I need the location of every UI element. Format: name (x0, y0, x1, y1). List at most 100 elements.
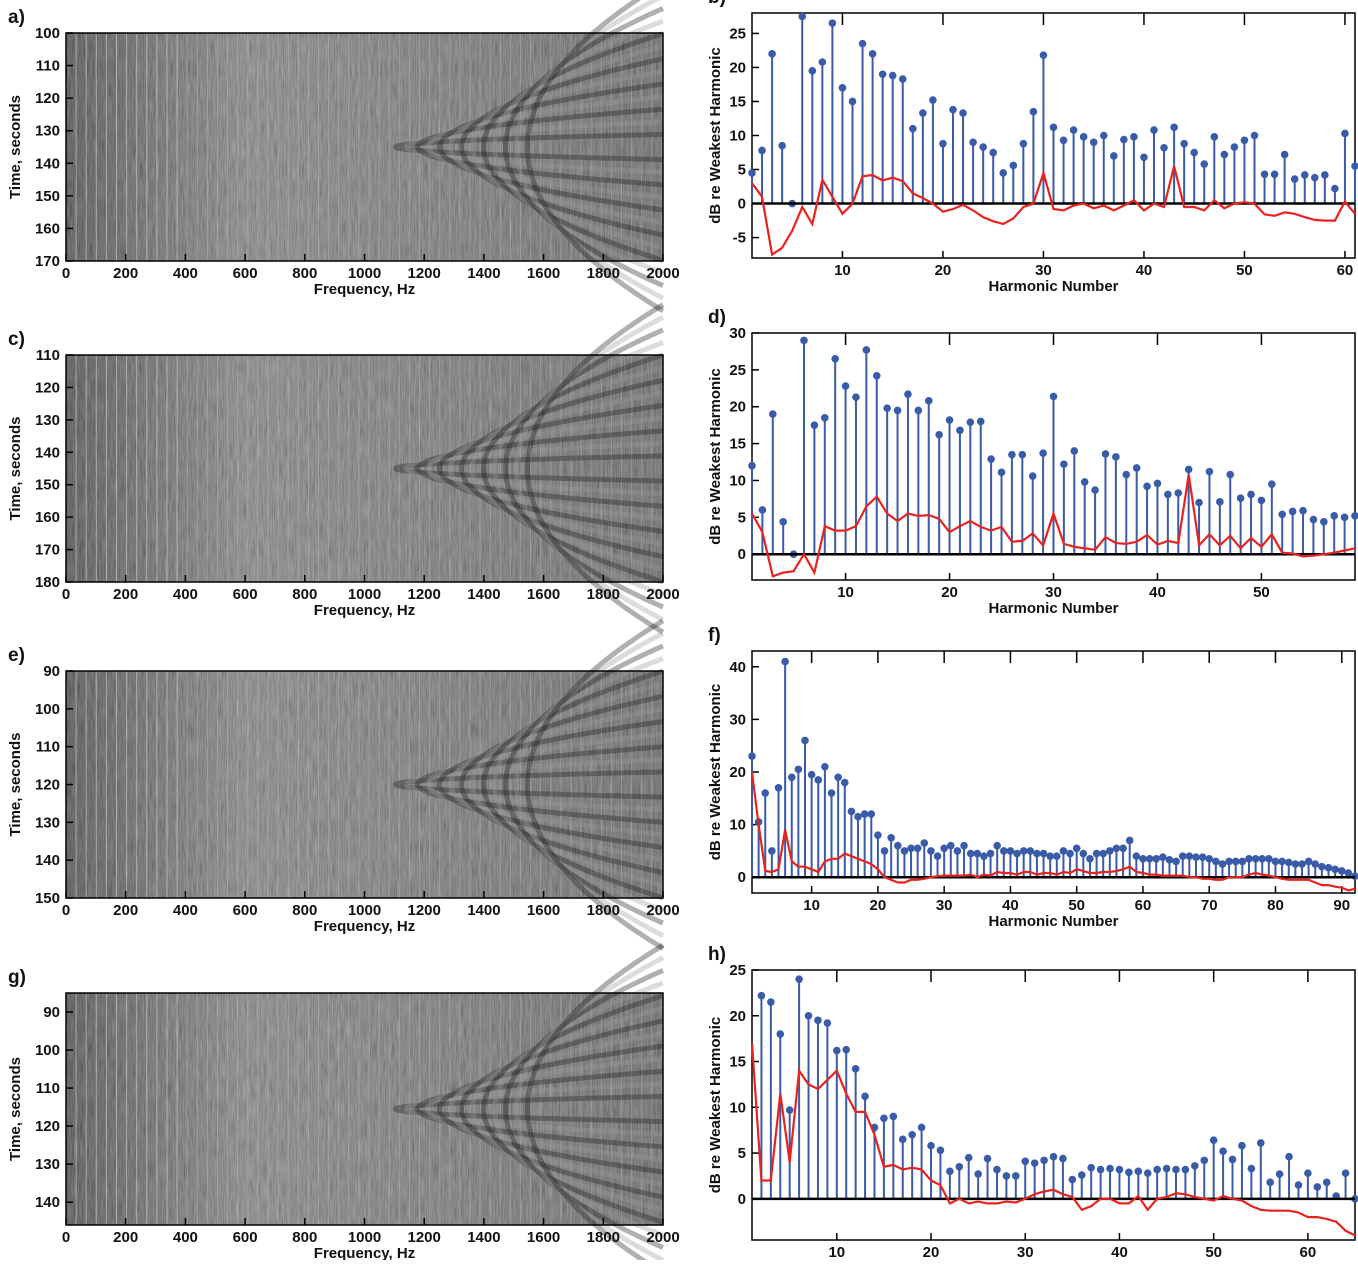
stem-marker (1033, 849, 1041, 858)
stem-marker (1134, 1167, 1143, 1176)
y-tick-label: 15 (729, 436, 746, 453)
x-tick-label: 1800 (587, 902, 620, 919)
x-tick-label: 800 (292, 902, 317, 919)
stem-marker (1172, 857, 1180, 866)
stem-marker (1294, 1181, 1303, 1189)
interference-fringe (415, 744, 664, 825)
stem-marker (1351, 162, 1358, 170)
x-tick-label: 200 (113, 586, 138, 603)
stem-marker (1039, 51, 1048, 59)
panel-label: f) (708, 625, 721, 646)
y-tick-label: 90 (43, 663, 60, 680)
stem-marker (1266, 1178, 1275, 1187)
stem-marker (936, 1146, 945, 1155)
y-axis-label: dB re Weakest Harmonic (707, 1017, 724, 1193)
stem-marker (1280, 150, 1289, 159)
x-tick-label: 50 (1205, 1244, 1222, 1260)
stem-marker (821, 762, 829, 771)
stem-marker (1170, 123, 1178, 132)
stem-marker (1299, 506, 1307, 515)
panel-label: g) (8, 967, 26, 988)
stem-marker (898, 75, 907, 83)
stem-marker (1247, 1164, 1256, 1173)
stem-marker (993, 841, 1001, 850)
y-axis-label: Time, seconds (7, 417, 24, 521)
y-tick-label: 20 (729, 59, 746, 76)
y-axis-label: Time, seconds (7, 95, 24, 199)
stem-marker (1340, 513, 1349, 522)
stem-marker (1066, 849, 1074, 858)
x-tick-label: 800 (292, 1229, 317, 1246)
stem-marker (1212, 857, 1220, 866)
x-tick-label: 1400 (467, 902, 500, 919)
x-tick-label: 50 (1236, 262, 1253, 279)
x-tick-label: 40 (1111, 1244, 1128, 1260)
stem-marker (776, 1030, 785, 1038)
stem-marker (748, 169, 756, 177)
stem-marker (1330, 512, 1339, 520)
interference-fringe (448, 68, 664, 226)
stem-marker (946, 841, 955, 850)
stem-marker (1290, 175, 1299, 183)
stem-marker (1256, 1139, 1265, 1147)
stem-marker (1159, 853, 1167, 862)
stem-marker (1320, 517, 1328, 526)
stem-marker (1152, 855, 1161, 863)
stem-marker (1230, 143, 1239, 151)
stem-marker (1331, 184, 1339, 193)
stem-marker (1092, 849, 1101, 858)
x-tick-label: 60 (1337, 262, 1354, 279)
panel: 0 200 400 600 800 1000 1200 1400 1600 1800 2000 90 1… (7, 618, 680, 951)
x-tick-label: 30 (936, 897, 953, 914)
stem-marker (1311, 860, 1320, 868)
stem-marker (997, 468, 1006, 477)
stem-marker (1190, 148, 1198, 157)
stem-marker (1180, 139, 1188, 148)
stem-marker (1039, 849, 1048, 858)
interference-fringe (525, 302, 665, 635)
stem-marker (1200, 1156, 1209, 1165)
stem-marker (1245, 855, 1253, 863)
stem-marker (818, 58, 827, 66)
stem-marker (1300, 171, 1309, 179)
line-series (750, 1043, 1356, 1237)
stem-marker (854, 812, 862, 821)
y-tick-label: 100 (35, 701, 60, 718)
stem-marker (973, 849, 982, 858)
stem-marker (1087, 1163, 1095, 1172)
x-tick-label: 20 (923, 1244, 940, 1260)
stem-marker (983, 1154, 992, 1163)
stem-marker (1225, 857, 1233, 866)
stem-marker (1028, 472, 1037, 480)
x-tick-label: 400 (173, 265, 198, 282)
stem-marker (1236, 494, 1245, 502)
stem-marker (1030, 1159, 1039, 1167)
stem-marker (953, 847, 962, 855)
stem-marker (1288, 507, 1297, 516)
stem-marker (1120, 135, 1128, 144)
stem-marker (1331, 865, 1339, 874)
stem-marker (1218, 860, 1227, 868)
stem-marker (1130, 133, 1138, 141)
x-tick-label: 1800 (587, 1229, 620, 1246)
stem-marker (1298, 860, 1306, 868)
interference-fringe (481, 352, 664, 585)
x-tick-label: 1800 (587, 265, 620, 282)
stem-marker (1101, 450, 1110, 458)
stem-marker (768, 410, 777, 418)
panel-label: d) (708, 307, 726, 328)
stem-marker (956, 426, 964, 435)
x-tick-label: 600 (233, 902, 258, 919)
stem-marker (1068, 1175, 1077, 1184)
spectrogram-noise (66, 33, 663, 261)
x-tick-label: 1000 (348, 586, 381, 603)
stem-marker (1072, 844, 1081, 853)
stem-marker (1268, 480, 1276, 488)
stem-marker (860, 810, 869, 818)
stem-marker (1219, 1147, 1227, 1156)
stem-marker (1049, 123, 1058, 132)
stem-marker (748, 752, 756, 761)
interference-fringe (481, 668, 664, 901)
stem-marker (761, 789, 770, 797)
y-axis-label: Time, seconds (7, 1057, 24, 1161)
